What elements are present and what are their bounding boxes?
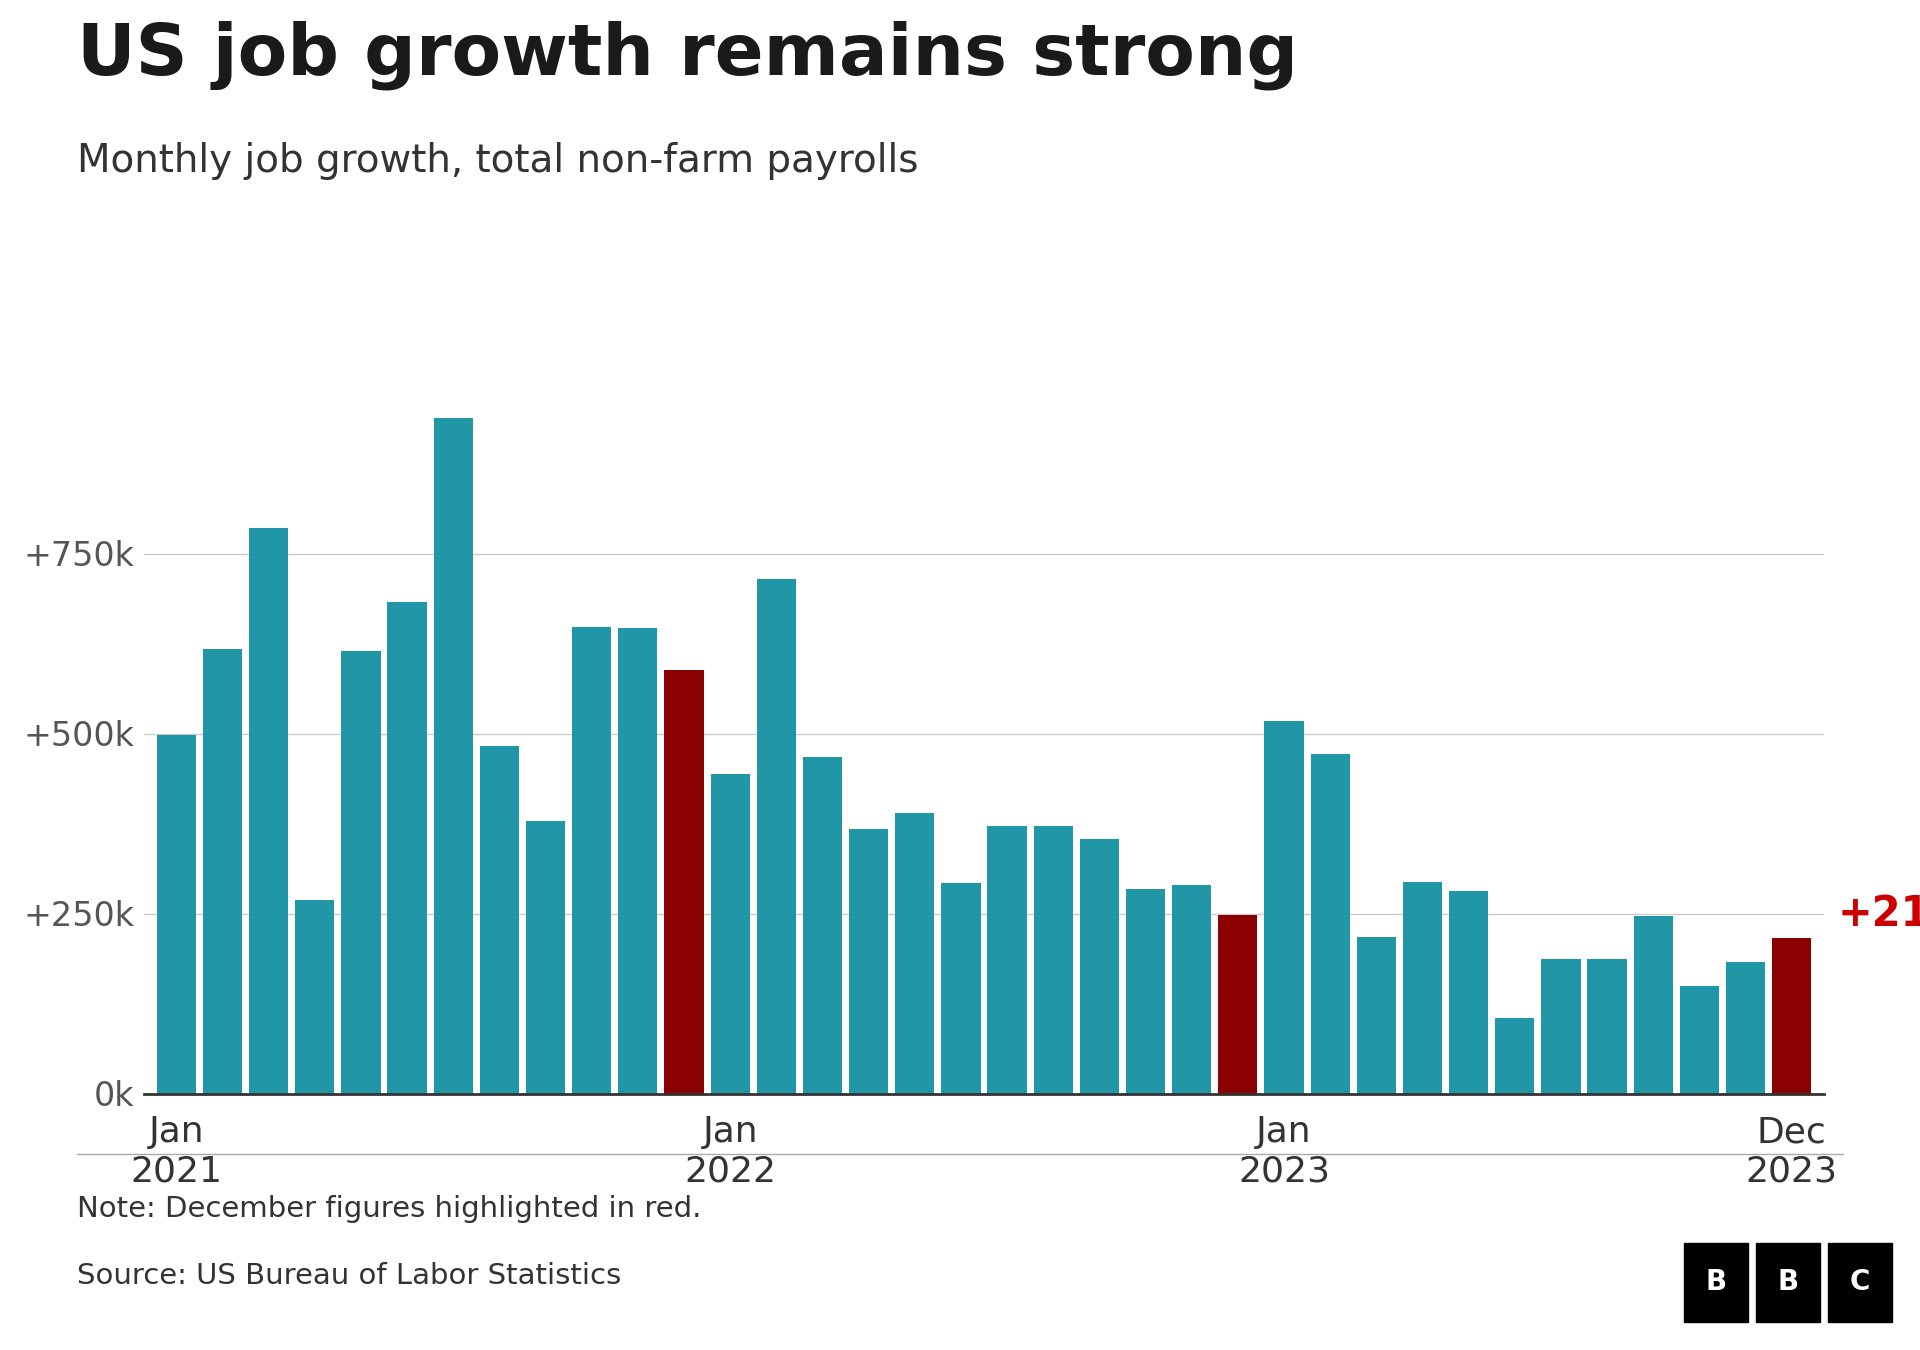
Bar bbox=[388, 602, 426, 1094]
Bar bbox=[1217, 915, 1258, 1094]
Text: C: C bbox=[1849, 1269, 1870, 1296]
Text: B: B bbox=[1705, 1269, 1726, 1296]
Bar bbox=[849, 829, 889, 1094]
Bar bbox=[296, 900, 334, 1094]
Bar bbox=[1033, 826, 1073, 1094]
Bar bbox=[480, 745, 518, 1094]
Bar bbox=[157, 734, 196, 1094]
Text: Monthly job growth, total non-farm payrolls: Monthly job growth, total non-farm payro… bbox=[77, 142, 918, 180]
Bar bbox=[895, 813, 935, 1094]
Bar bbox=[664, 670, 703, 1094]
Bar bbox=[1634, 917, 1672, 1094]
Bar bbox=[1828, 1243, 1891, 1322]
Bar bbox=[1079, 840, 1119, 1094]
Bar bbox=[1496, 1018, 1534, 1094]
Bar bbox=[526, 821, 564, 1094]
Bar bbox=[434, 418, 472, 1094]
Bar bbox=[987, 826, 1027, 1094]
Text: US job growth remains strong: US job growth remains strong bbox=[77, 20, 1298, 89]
Bar bbox=[1357, 937, 1396, 1094]
Bar bbox=[803, 756, 843, 1094]
Bar bbox=[1757, 1243, 1820, 1322]
Bar bbox=[1265, 721, 1304, 1094]
Bar bbox=[1311, 753, 1350, 1094]
Bar bbox=[1171, 884, 1212, 1094]
Bar bbox=[250, 528, 288, 1094]
Bar bbox=[1542, 958, 1580, 1094]
Bar bbox=[1772, 938, 1811, 1094]
Bar bbox=[1404, 882, 1442, 1094]
Bar bbox=[1684, 1243, 1749, 1322]
Bar bbox=[572, 626, 611, 1094]
Bar bbox=[342, 652, 380, 1094]
Bar bbox=[710, 774, 751, 1094]
Text: B: B bbox=[1778, 1269, 1799, 1296]
Text: +216k: +216k bbox=[1837, 892, 1920, 934]
Bar bbox=[1680, 986, 1718, 1094]
Bar bbox=[1450, 891, 1488, 1094]
Bar bbox=[204, 649, 242, 1094]
Text: Source: US Bureau of Labor Statistics: Source: US Bureau of Labor Statistics bbox=[77, 1262, 620, 1291]
Text: Note: December figures highlighted in red.: Note: December figures highlighted in re… bbox=[77, 1195, 701, 1223]
Bar bbox=[618, 628, 657, 1094]
Bar bbox=[1588, 958, 1626, 1094]
Bar bbox=[941, 883, 981, 1094]
Bar bbox=[1726, 963, 1764, 1094]
Bar bbox=[756, 579, 797, 1094]
Bar bbox=[1125, 890, 1165, 1094]
